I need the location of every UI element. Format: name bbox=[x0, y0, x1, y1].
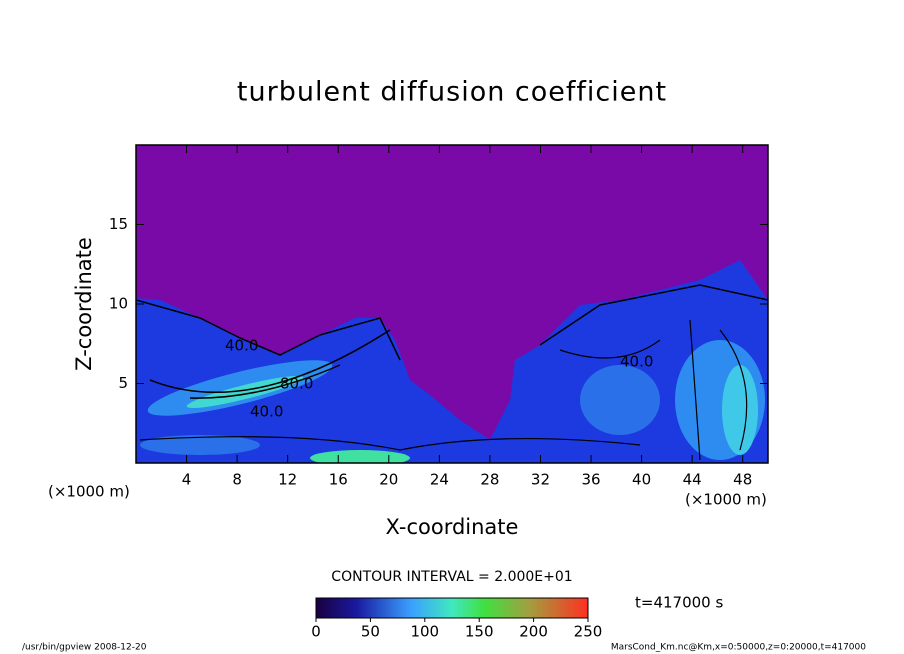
x-tick-label: 32 bbox=[531, 471, 550, 489]
x-unit: (×1000 m) bbox=[685, 491, 767, 509]
x-tick-label: 8 bbox=[232, 471, 242, 489]
contour-interval: CONTOUR INTERVAL = 2.000E+01 bbox=[331, 569, 572, 585]
colorbar-tick-label: 250 bbox=[574, 623, 603, 641]
x-tick-label: 4 bbox=[182, 471, 192, 489]
y-tick-label: 10 bbox=[109, 295, 128, 313]
chart-title: turbulent diffusion coefficient bbox=[237, 77, 667, 108]
colorbar-tick-label: 50 bbox=[361, 623, 380, 641]
x-tick-label: 12 bbox=[278, 471, 297, 489]
x-axis-label: X-coordinate bbox=[386, 515, 519, 539]
contour-label: 40.0 bbox=[225, 337, 258, 355]
field bbox=[136, 145, 768, 463]
colorbar-tick-label: 0 bbox=[311, 623, 321, 641]
colorbar-tick-label: 200 bbox=[519, 623, 548, 641]
time-label: t=417000 s bbox=[635, 594, 723, 612]
contour-label: 80.0 bbox=[280, 375, 313, 393]
x-tick-label: 36 bbox=[581, 471, 600, 489]
colorbar-tick-label: 100 bbox=[410, 623, 439, 641]
x-tick-label: 16 bbox=[329, 471, 348, 489]
colorbar-tick-label: 150 bbox=[465, 623, 494, 641]
x-tick-label: 20 bbox=[379, 471, 398, 489]
x-tick-label: 28 bbox=[480, 471, 499, 489]
y-axis-label: Z-coordinate bbox=[72, 237, 96, 371]
x-tick-label: 40 bbox=[632, 471, 651, 489]
colorbar bbox=[315, 597, 589, 619]
x-tick-label: 44 bbox=[683, 471, 702, 489]
footer: MarsCond_Km.nc@Km,x=0:50000,z=0:20000,t=… bbox=[611, 643, 866, 653]
y-tick-label: 5 bbox=[118, 374, 128, 392]
contour-label: 40.0 bbox=[620, 353, 653, 371]
x-unit: (×1000 m) bbox=[48, 483, 130, 501]
x-tick-label: 24 bbox=[430, 471, 449, 489]
contour-label: 40.0 bbox=[250, 403, 283, 421]
footer: /usr/bin/gpview 2008-12-20 bbox=[22, 643, 147, 653]
x-tick-label: 48 bbox=[733, 471, 752, 489]
y-tick-label: 15 bbox=[109, 215, 128, 233]
